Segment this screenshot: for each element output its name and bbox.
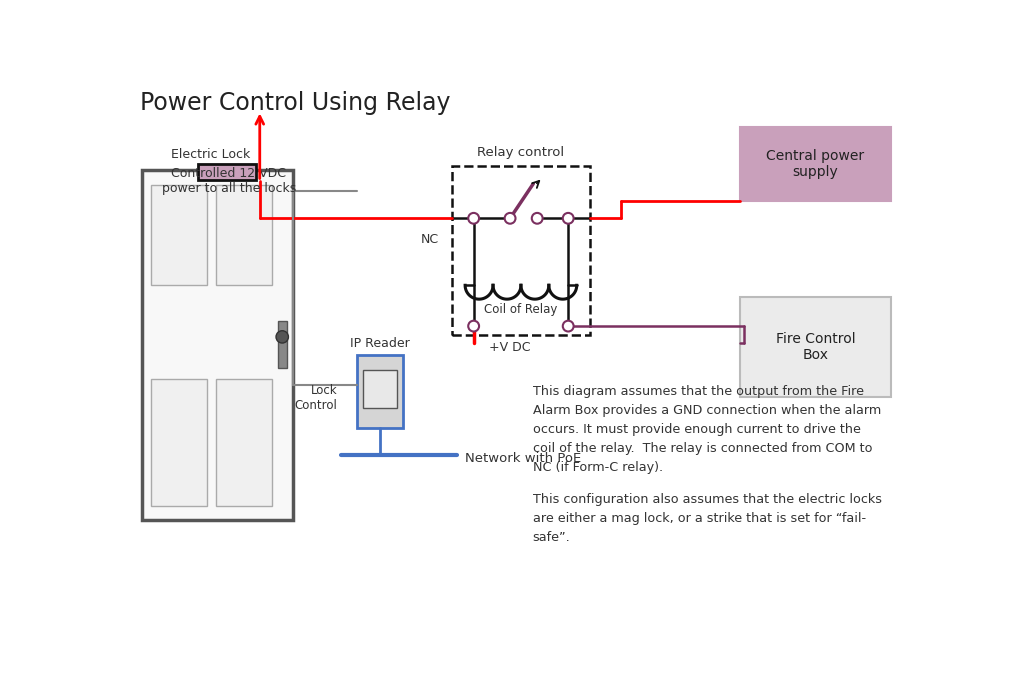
Text: Fire Control
Box: Fire Control Box [775,332,855,362]
Text: Electric Lock: Electric Lock [171,148,250,161]
Bar [216,379,272,506]
Bar [278,322,287,368]
Circle shape [563,321,573,332]
Bar [452,166,590,335]
Text: This diagram assumes that the output from the Fire
Alarm Box provides a GND conn: This diagram assumes that the output fro… [532,385,881,475]
Text: Relay control: Relay control [477,146,564,158]
Circle shape [468,321,479,332]
Circle shape [276,331,289,343]
Text: This configuration also assumes that the electric locks
are either a mag lock, o: This configuration also assumes that the… [532,493,882,544]
Bar [142,170,293,520]
Circle shape [468,213,479,223]
Bar [152,185,207,285]
Bar [740,297,891,397]
Bar [356,355,403,428]
Circle shape [505,213,515,223]
Bar [216,185,272,285]
Text: Lock
Control: Lock Control [294,385,337,412]
Bar [198,165,256,180]
Text: Central power
supply: Central power supply [766,148,864,179]
Text: Coil of Relay: Coil of Relay [484,303,558,316]
Text: NC: NC [421,234,439,246]
Bar [740,127,891,200]
Text: Network with PoE: Network with PoE [465,452,582,465]
Circle shape [563,213,573,223]
Bar [152,379,207,506]
Circle shape [531,213,543,223]
Text: IP Reader: IP Reader [350,337,410,350]
Text: +V DC: +V DC [489,341,530,354]
Bar [362,370,397,408]
Text: Power Control Using Relay: Power Control Using Relay [139,91,451,115]
Text: Controlled 12 VDC
power to all the locks: Controlled 12 VDC power to all the locks [162,167,296,196]
